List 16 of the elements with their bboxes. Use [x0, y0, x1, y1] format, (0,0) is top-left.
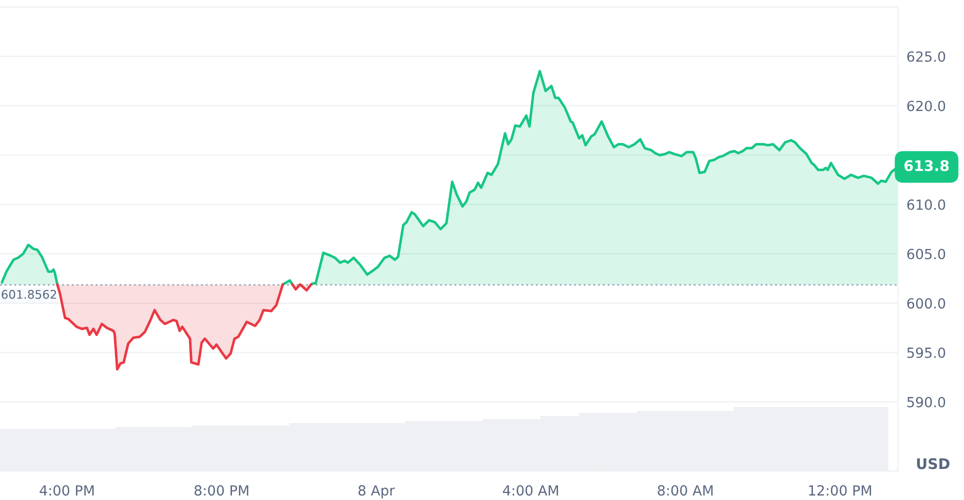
annotation: 613.8 — [904, 160, 949, 172]
y-axis-title: USD — [917, 458, 950, 470]
y-tick-label: 610.0 — [907, 199, 946, 210]
x-tick-label: 12:00 PM — [809, 485, 872, 496]
x-tick-label: 8 Apr — [358, 485, 395, 498]
y-tick-label: 595.0 — [907, 348, 946, 358]
x-tick-label: 4:00 AM — [502, 485, 558, 496]
y-tick-label: 625.0 — [907, 51, 946, 62]
y-tick-label: 600.0 — [907, 298, 946, 309]
y-tick-label: 590.0 — [907, 396, 946, 408]
x-tick-label: 8:00 AM — [658, 485, 713, 496]
y-tick-label: 605.0 — [907, 248, 946, 260]
x-tick-label: 4:00 PM — [40, 485, 94, 496]
y-tick-label: 620.0 — [907, 100, 946, 112]
x-tick-label: 8:00 PM — [194, 485, 248, 496]
ref-line-label: 601.8562 — [2, 290, 56, 299]
